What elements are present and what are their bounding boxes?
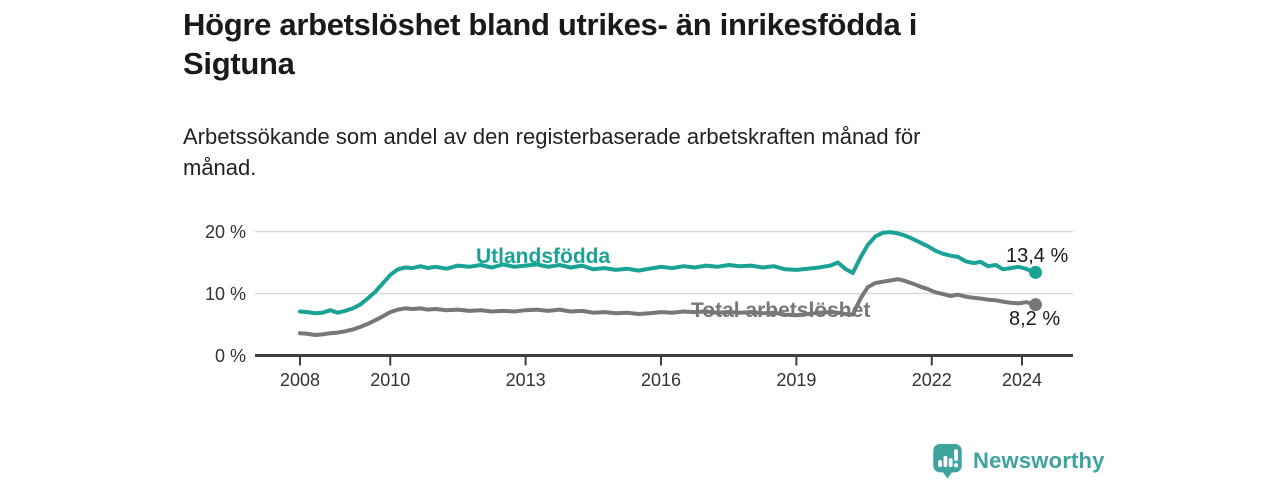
x-axis-tick-label: 2013	[506, 370, 546, 390]
x-axis-tick-label: 2008	[280, 370, 320, 390]
series-line-utlandsf-dda	[298, 230, 1038, 316]
newsworthy-logo: Newsworthy	[932, 443, 1105, 479]
chart-subtitle-line1: Arbetssökande som andel av den registerb…	[183, 124, 921, 149]
y-axis-tick-label: 10 %	[205, 284, 246, 304]
chart-title-line1: Högre arbetslöshet bland utrikes- än inr…	[183, 7, 918, 42]
series-end-dot	[1029, 265, 1043, 279]
series-end-dot	[1029, 298, 1043, 312]
chart-title: Högre arbetslöshet bland utrikes- än inr…	[183, 5, 917, 83]
x-axis-tick-label: 2010	[370, 370, 410, 390]
chart-subtitle-line2: månad.	[183, 155, 257, 180]
chart-title-line2: Sigtuna	[183, 46, 295, 81]
chart-subtitle: Arbetssökande som andel av den registerb…	[183, 121, 920, 183]
newsworthy-wordmark: Newsworthy	[973, 448, 1105, 473]
series-label-utlandsfodda: Utlandsfödda	[476, 245, 611, 268]
series-label-total-arbetsloshet: Total arbetslöshet	[691, 299, 871, 322]
y-axis-tick-label: 20 %	[205, 222, 246, 242]
end-value-total-arbetsloshet: 8,2 %	[1009, 308, 1061, 330]
y-axis-tick-label: 0 %	[215, 346, 246, 366]
x-axis-tick-label: 2019	[776, 370, 816, 390]
x-axis-tick-label: 2022	[912, 370, 952, 390]
x-axis-tick-label: 2024	[1002, 370, 1042, 390]
bar-chart-speech-bubble-icon	[933, 443, 962, 479]
end-value-utlandsfodda: 13,4 %	[1006, 245, 1069, 267]
line-chart-plot: 0 % 10 % 20 % 2008 2010 2013 2016 2019 2022 2024	[205, 222, 1073, 390]
x-axis-tick-label: 2016	[641, 370, 681, 390]
series-line-total-arbetsl-shet	[298, 277, 1038, 337]
